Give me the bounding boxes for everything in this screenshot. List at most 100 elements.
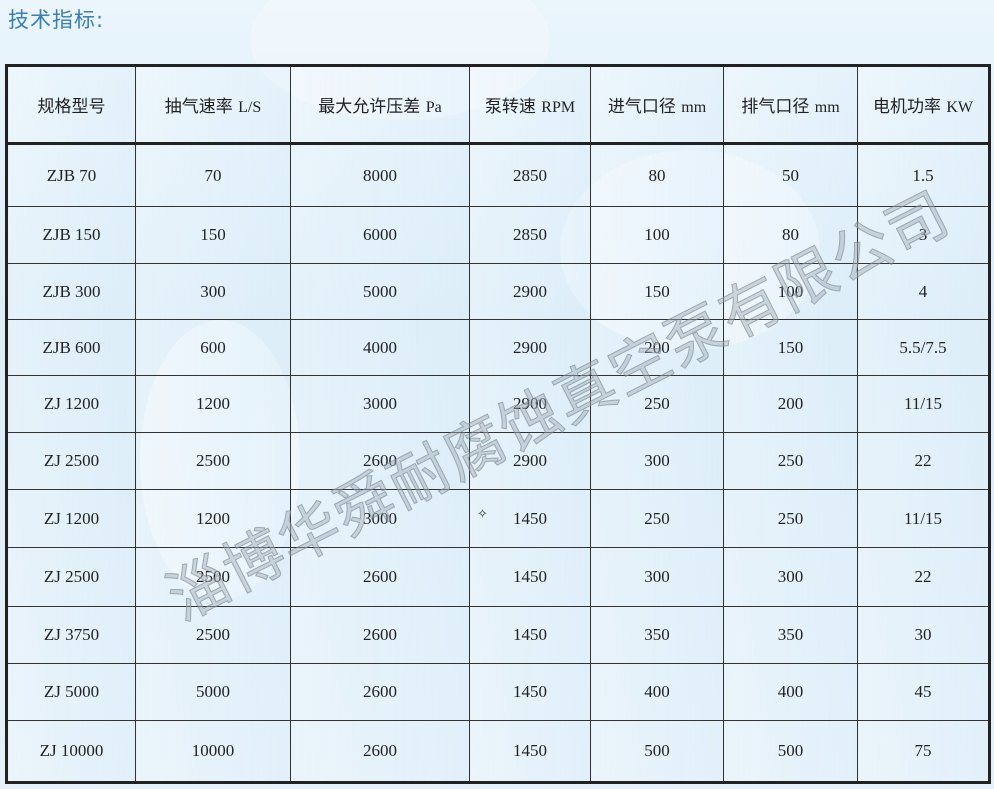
header-label: 排气口径 (741, 97, 810, 117)
table-cell: 1450 (469, 606, 591, 664)
header-label: 泵转速 (484, 97, 536, 117)
table-cell: 10000 (135, 720, 291, 783)
table-cell: 200 (590, 319, 724, 376)
table-cell: 600 (135, 319, 291, 376)
table-row: ZJ 1200 1200 3000 2900 250 200 11/15 (6, 375, 990, 433)
header-unit: L/S (238, 99, 262, 116)
table-cell: 250 (723, 489, 858, 548)
column-header: 进气口径 mm (590, 65, 724, 145)
spec-table: 规格型号 抽气速率 L/S 最大允许压差 Pa 泵转速 RPM 进气口径 mm 排气口径 … (5, 64, 991, 784)
table-cell: 2900 (469, 432, 591, 490)
table-cell: 2600 (290, 547, 470, 607)
table-cell: 2500 (135, 547, 291, 607)
table-cell: ZJ 1200 (6, 489, 136, 548)
table-cell: 1.5 (857, 143, 990, 207)
cursor-move-icon: ✧ (477, 507, 488, 522)
table-row: ZJ 10000 10000 2600 1450 500 500 75 (6, 720, 990, 783)
table-cell: 70 (135, 143, 291, 207)
header-label: 进气口径 (607, 97, 676, 117)
table-cell: 22 (857, 547, 990, 607)
table-cell: ZJB 70 (6, 143, 136, 207)
table-row: ZJB 150 150 6000 2850 100 80 3 (6, 206, 990, 264)
header-row: 规格型号 抽气速率 L/S 最大允许压差 Pa 泵转速 RPM 进气口径 mm 排气口径 … (6, 65, 990, 145)
table-cell: 300 (135, 263, 291, 320)
table-cell: 4 (857, 263, 990, 320)
table-cell: 8000 (290, 143, 470, 207)
header-unit: mm (814, 99, 840, 116)
table-row: ZJB 70 70 8000 2850 80 50 1.5 (6, 143, 990, 207)
table-cell: 150 (135, 206, 291, 264)
table-cell: 50 (723, 143, 858, 207)
table-cell: 2600 (290, 720, 470, 783)
table-cell: 11/15 (857, 489, 990, 548)
table-cell: ZJB 300 (6, 263, 136, 320)
table-row: ZJB 300 300 5000 2900 150 100 4 (6, 263, 990, 320)
table-cell: 1200 (135, 375, 291, 433)
table-row: ZJ 5000 5000 2600 1450 400 400 45 (6, 663, 990, 721)
table-cell: 100 (590, 206, 724, 264)
header-label: 最大允许压差 (318, 97, 421, 117)
table-cell: 200 (723, 375, 858, 433)
table-cell: 5.5/7.5 (857, 319, 990, 376)
table-cell: 350 (723, 606, 858, 664)
column-header: 电机功率 KW (857, 65, 990, 145)
table-cell: 250 (723, 432, 858, 490)
table-cell: ZJB 600 (6, 319, 136, 376)
table-cell: 250 (590, 375, 724, 433)
table-cell: 75 (857, 720, 990, 783)
table-cell: 100 (723, 263, 858, 320)
table-cell: 22 (857, 432, 990, 490)
header-unit: Pa (425, 99, 442, 116)
header-label: 规格型号 (37, 97, 106, 117)
table-cell: 2850 (469, 206, 591, 264)
table-cell: 3000 (290, 375, 470, 433)
column-header: 规格型号 (6, 65, 136, 145)
table-cell: 80 (723, 206, 858, 264)
table-cell: 250 (590, 489, 724, 548)
table-cell: 2600 (290, 663, 470, 721)
table-cell: 3 (857, 206, 990, 264)
table-cell: ZJ 2500 (6, 547, 136, 607)
table-cell: 350 (590, 606, 724, 664)
table-cell: 500 (590, 720, 724, 783)
table-cell: 300 (723, 547, 858, 607)
table-cell: 2500 (135, 606, 291, 664)
table-cell: 2600 (290, 606, 470, 664)
table-cell: 3000 (290, 489, 470, 548)
table-cell: 80 (590, 143, 724, 207)
table-cell: 2600 (290, 432, 470, 490)
table-cell: ZJ 3750 (6, 606, 136, 664)
table-cell: ZJB 150 (6, 206, 136, 264)
table-cell: 1450 (469, 663, 591, 721)
header-label: 电机功率 (872, 97, 941, 117)
header-unit: RPM (541, 99, 576, 116)
table-cell: ZJ 1200 (6, 375, 136, 433)
table-cell: 45 (857, 663, 990, 721)
table-cell: 2900 (469, 375, 591, 433)
table-row: ZJ 1200 1200 3000 1450 250 250 11/15 (6, 489, 990, 548)
table-cell: ZJ 5000 (6, 663, 136, 721)
table-cell: 150 (723, 319, 858, 376)
table-cell: 30 (857, 606, 990, 664)
table-cell: 11/15 (857, 375, 990, 433)
table-cell: 400 (723, 663, 858, 721)
column-header: 排气口径 mm (723, 65, 858, 145)
table-cell: 2900 (469, 263, 591, 320)
table-cell: 300 (590, 432, 724, 490)
header-unit: mm (681, 99, 707, 116)
table-cell: ZJ 2500 (6, 432, 136, 490)
table-cell: ZJ 10000 (6, 720, 136, 783)
column-header: 泵转速 RPM (469, 65, 591, 145)
table-row: ZJ 2500 2500 2600 2900 300 250 22 (6, 432, 990, 490)
column-header: 抽气速率 L/S (135, 65, 291, 145)
table-cell: 1450 (469, 720, 591, 783)
table-cell: 2900 (469, 319, 591, 376)
table-cell: 1200 (135, 489, 291, 548)
table-cell: 1450 (469, 547, 591, 607)
table-row: ZJB 600 600 4000 2900 200 150 5.5/7.5 (6, 319, 990, 376)
table-cell: 500 (723, 720, 858, 783)
table-row: ZJ 2500 2500 2600 1450 300 300 22 (6, 547, 990, 607)
table-cell: 150 (590, 263, 724, 320)
table-cell: 300 (590, 547, 724, 607)
table-cell: 2850 (469, 143, 591, 207)
